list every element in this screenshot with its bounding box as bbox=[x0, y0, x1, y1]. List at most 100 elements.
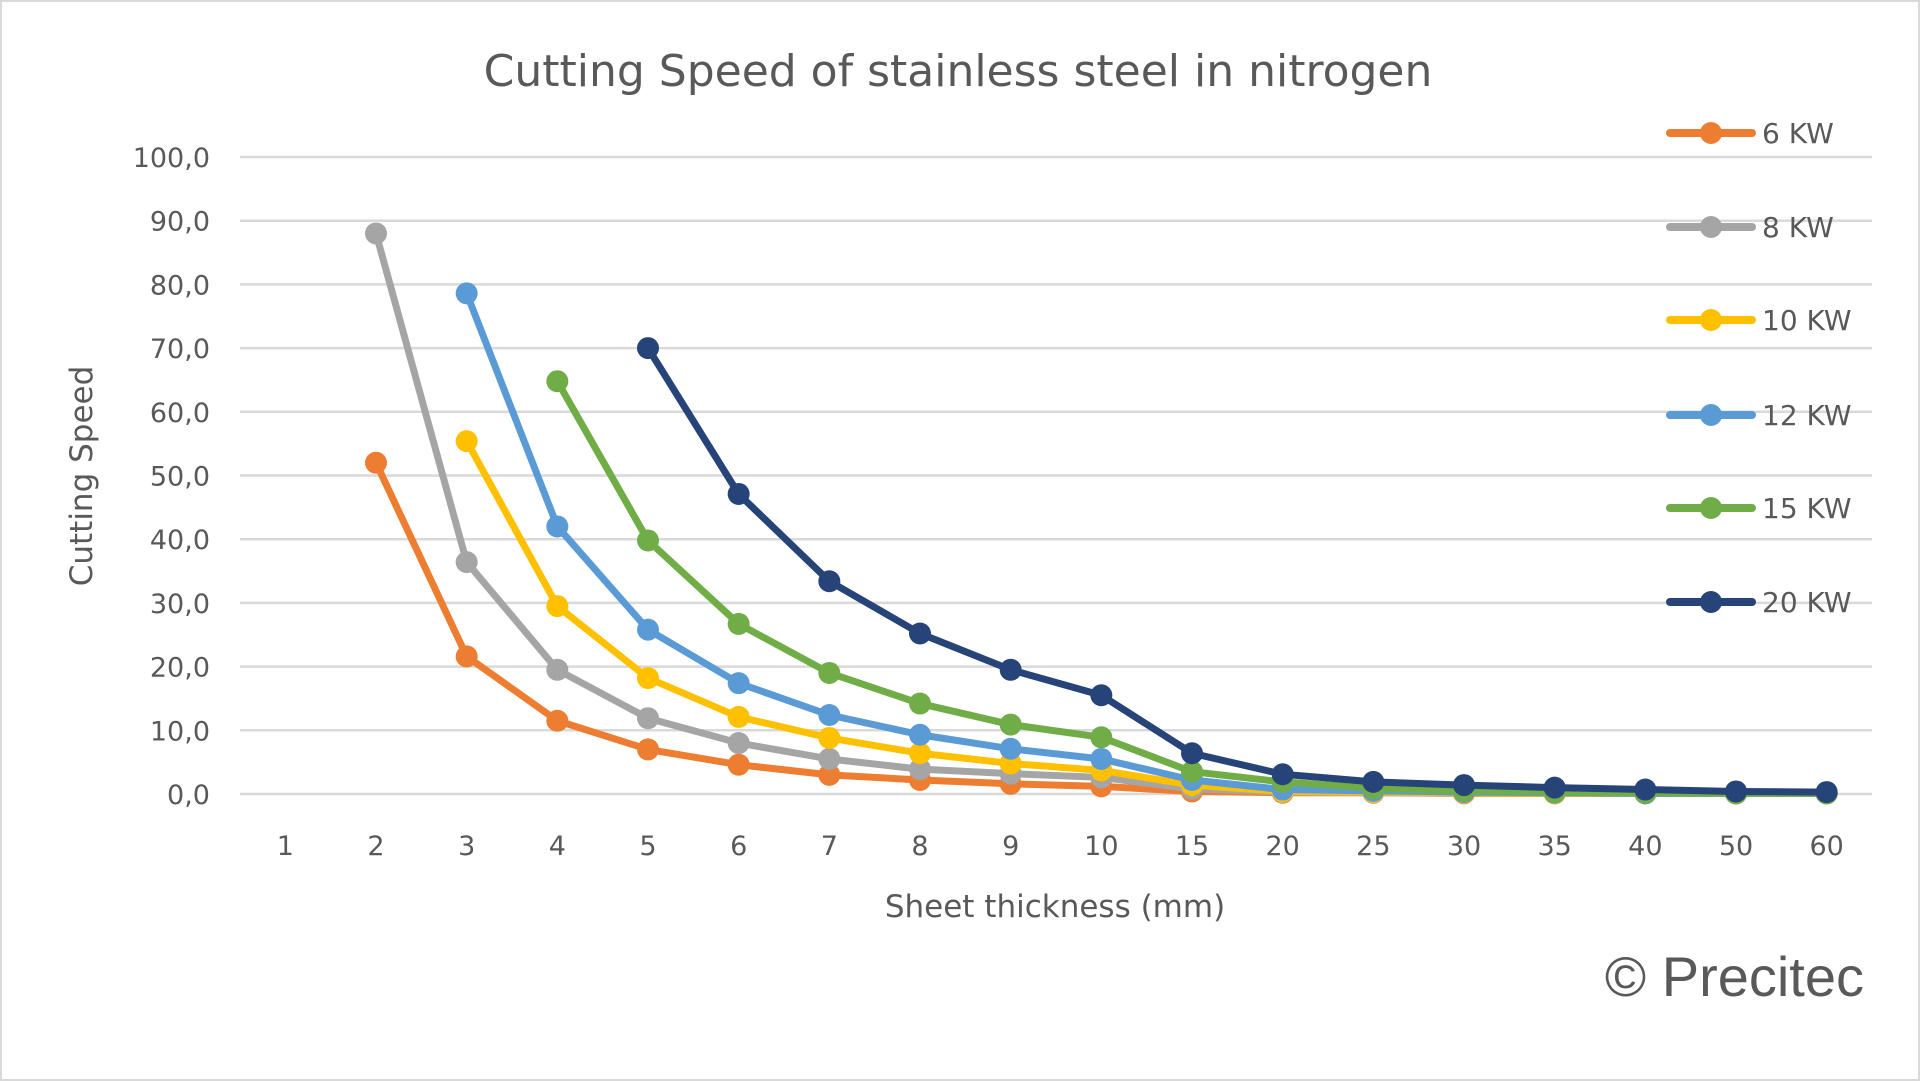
data-point bbox=[727, 672, 750, 695]
legend: 6 KW 8 KW 10 KW 12 KW 15 KW 20 KW bbox=[1666, 117, 1852, 619]
data-point bbox=[1543, 776, 1566, 799]
data-point bbox=[909, 723, 931, 746]
data-point bbox=[637, 529, 659, 552]
x-tick-label: 5 bbox=[639, 831, 656, 862]
legend-item: 15 KW bbox=[1666, 492, 1852, 525]
x-tick-label: 25 bbox=[1356, 831, 1390, 862]
y-tick-label: 80,0 bbox=[150, 270, 210, 301]
y-tick-label: 10,0 bbox=[150, 716, 210, 747]
x-tick-label: 20 bbox=[1265, 831, 1299, 862]
legend-item: 12 KW bbox=[1666, 399, 1852, 432]
data-point bbox=[546, 370, 569, 393]
data-point bbox=[909, 692, 931, 715]
data-point bbox=[637, 667, 659, 690]
data-point bbox=[455, 430, 478, 453]
series-line bbox=[644, 344, 1831, 796]
data-point bbox=[1362, 770, 1385, 793]
data-point bbox=[365, 451, 387, 474]
legend-item: 6 KW bbox=[1666, 117, 1834, 150]
y-axis-ticks: 0,0 10,0 20,0 30,0 40,0 50,0 60,0 70,0 80,0 90,0 1… bbox=[133, 143, 210, 811]
data-point bbox=[1090, 684, 1113, 707]
data-point bbox=[365, 222, 387, 245]
y-tick-label: 30,0 bbox=[150, 589, 210, 620]
data-point bbox=[546, 709, 569, 732]
x-axis-title: Sheet thickness (mm) bbox=[885, 889, 1225, 925]
data-point bbox=[455, 282, 478, 305]
x-tick-label: 50 bbox=[1719, 831, 1753, 862]
y-tick-label: 90,0 bbox=[150, 207, 210, 238]
legend-label: 6 KW bbox=[1762, 117, 1834, 150]
data-point bbox=[1725, 780, 1747, 803]
y-tick-label: 20,0 bbox=[150, 653, 210, 684]
data-point bbox=[727, 705, 750, 728]
y-tick-label: 40,0 bbox=[150, 525, 210, 556]
y-tick-label: 0,0 bbox=[167, 780, 210, 811]
precitec-watermark: © Precitec bbox=[1605, 945, 1864, 1008]
data-point bbox=[999, 658, 1022, 681]
data-point bbox=[999, 737, 1022, 760]
data-point bbox=[546, 515, 569, 538]
legend-label: 15 KW bbox=[1762, 492, 1852, 525]
data-point bbox=[1090, 726, 1113, 749]
legend-marker-icon bbox=[1700, 404, 1722, 426]
data-point bbox=[999, 713, 1022, 736]
x-tick-label: 2 bbox=[367, 831, 384, 862]
series-line bbox=[463, 289, 1831, 797]
data-point bbox=[818, 661, 841, 684]
x-tick-label: 30 bbox=[1447, 831, 1481, 862]
x-tick-label: 15 bbox=[1175, 831, 1209, 862]
x-tick-label: 7 bbox=[821, 831, 838, 862]
series-10-kw bbox=[455, 430, 1838, 805]
data-point bbox=[1090, 747, 1113, 770]
legend-item: 10 KW bbox=[1666, 304, 1852, 337]
legend-marker-icon bbox=[1700, 497, 1722, 519]
data-point bbox=[727, 612, 750, 635]
data-point bbox=[818, 704, 841, 727]
y-tick-label: 70,0 bbox=[150, 334, 210, 365]
legend-label: 8 KW bbox=[1762, 211, 1834, 244]
chart-title: Cutting Speed of stainless steel in nitr… bbox=[484, 46, 1433, 97]
data-point bbox=[818, 726, 841, 749]
series-line bbox=[372, 229, 1831, 797]
legend-label: 12 KW bbox=[1762, 399, 1852, 432]
series-20-kw bbox=[637, 337, 1838, 804]
data-point bbox=[455, 551, 478, 574]
y-tick-label: 50,0 bbox=[150, 462, 210, 493]
x-tick-label: 6 bbox=[730, 831, 747, 862]
series-line bbox=[463, 437, 1831, 797]
data-point bbox=[909, 742, 931, 765]
legend-label: 20 KW bbox=[1762, 586, 1852, 619]
x-tick-label: 40 bbox=[1628, 831, 1662, 862]
legend-item: 20 KW bbox=[1666, 586, 1852, 619]
legend-marker-icon bbox=[1700, 591, 1722, 613]
x-tick-label: 35 bbox=[1537, 831, 1571, 862]
legend-label: 10 KW bbox=[1762, 304, 1852, 337]
x-tick-label: 8 bbox=[911, 831, 928, 862]
data-point bbox=[727, 482, 750, 505]
x-tick-label: 9 bbox=[1002, 831, 1019, 862]
data-point bbox=[1634, 778, 1657, 801]
data-point bbox=[637, 738, 659, 761]
data-point bbox=[1181, 760, 1203, 783]
data-point bbox=[909, 758, 931, 781]
x-axis-ticks: 1 2 3 4 5 6 7 8 9 10 15 20 25 30 35 40 50 60 bbox=[277, 831, 1844, 862]
x-tick-label: 60 bbox=[1809, 831, 1843, 862]
data-point bbox=[727, 753, 750, 776]
y-tick-label: 60,0 bbox=[150, 398, 210, 429]
legend-marker-icon bbox=[1700, 216, 1722, 238]
legend-marker-icon bbox=[1700, 122, 1722, 144]
x-tick-label: 3 bbox=[458, 831, 475, 862]
data-point bbox=[727, 732, 750, 755]
x-tick-label: 10 bbox=[1084, 831, 1118, 862]
legend-marker-icon bbox=[1700, 309, 1722, 331]
data-point bbox=[1815, 781, 1838, 804]
series-8-kw bbox=[365, 222, 1838, 805]
data-point bbox=[818, 747, 841, 770]
data-point bbox=[818, 570, 841, 593]
data-point bbox=[637, 337, 659, 360]
data-point bbox=[1271, 763, 1294, 786]
data-point bbox=[637, 618, 659, 641]
legend-item: 8 KW bbox=[1666, 211, 1834, 244]
x-tick-label: 1 bbox=[277, 831, 294, 862]
